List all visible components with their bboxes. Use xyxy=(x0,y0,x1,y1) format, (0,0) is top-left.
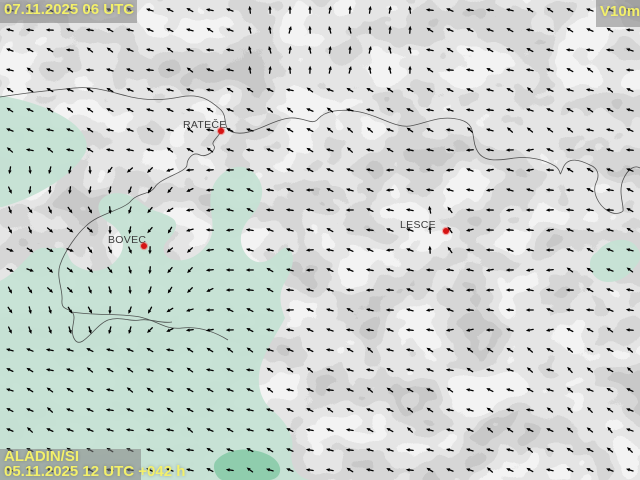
svg-text:LESCE: LESCE xyxy=(400,219,436,231)
